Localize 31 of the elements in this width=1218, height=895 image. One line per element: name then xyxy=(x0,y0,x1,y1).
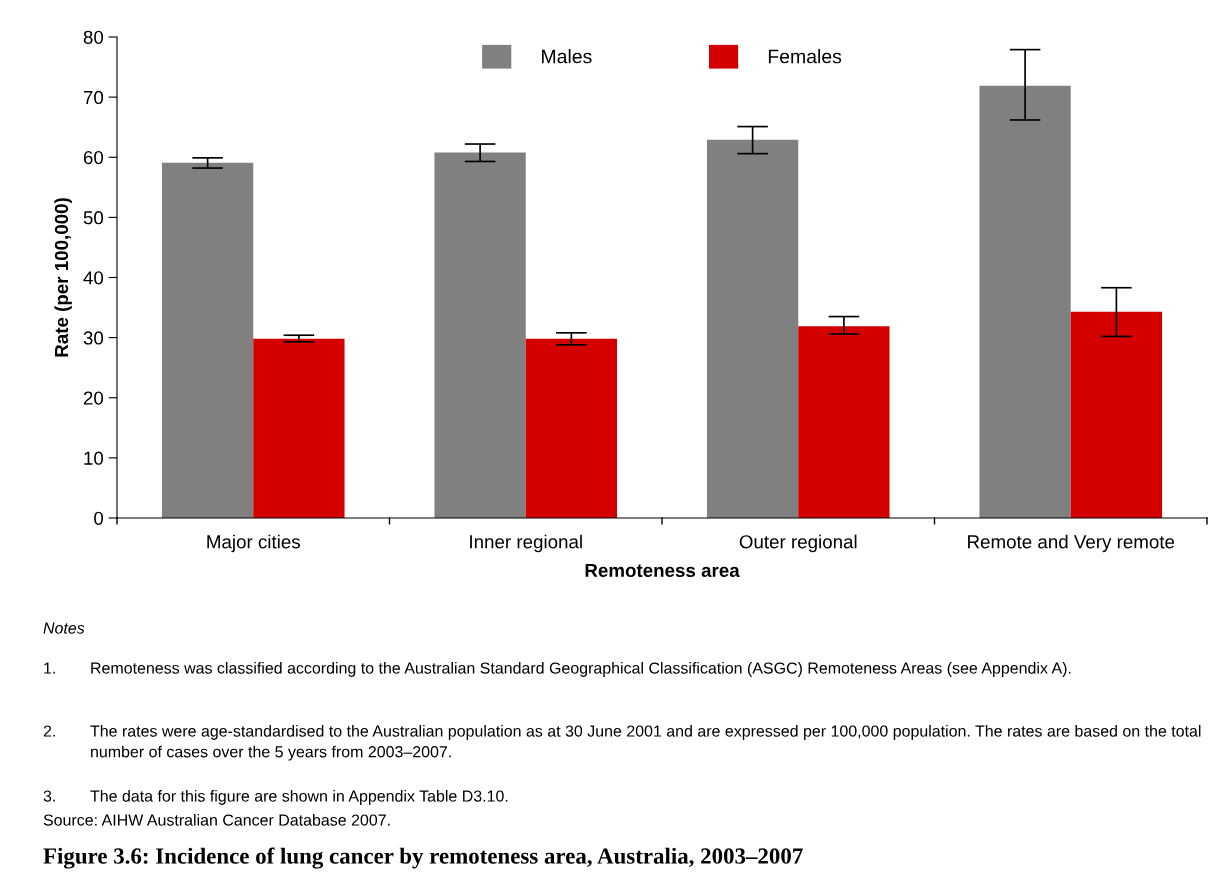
bar xyxy=(161,162,254,518)
bar xyxy=(434,152,526,518)
y-tick-label: 80 xyxy=(83,30,104,44)
x-tick-label: Inner regional xyxy=(470,534,582,553)
text: 2. The rates were age-standardised to the Australian population as at 30 June 2001 and are expressed per 100,000 population. The rates are based on the total number of cases over the 5 years from 2003–2007. xyxy=(43,725,1201,761)
x-tick-label: Remote and Very remote xyxy=(968,534,1175,553)
y-tick-label: 30 xyxy=(83,331,104,345)
y-tick-label: 70 xyxy=(83,90,104,105)
y-tick-label: 40 xyxy=(83,271,104,285)
y-tick-label: 50 xyxy=(83,211,104,225)
bar xyxy=(525,338,618,518)
text: 3. The data for this figure are shown in Appendix Table D3.10. xyxy=(43,790,508,805)
legend-label: Males xyxy=(542,49,592,64)
y-axis-title: Rate (per 100,000) xyxy=(54,198,72,357)
y-tick-label: 0 xyxy=(94,511,104,525)
bar xyxy=(979,85,1071,518)
source-note: Source: AIHW Australian Cancer Database 2007. xyxy=(43,814,390,826)
x-tick-label: Major cities xyxy=(207,534,300,553)
x-axis-title: Remoteness area xyxy=(585,563,740,578)
y-tick-label: 20 xyxy=(83,391,104,405)
y-tick-label: 10 xyxy=(84,451,104,465)
text: Notes xyxy=(43,622,85,634)
bar xyxy=(1070,311,1163,518)
text: Figure 3.6: Incidence of lung cancer by remoteness area, Australia, 2003–2007 xyxy=(43,847,803,869)
y-tick-label: 60 xyxy=(83,150,104,165)
bar xyxy=(706,139,799,518)
legend-label: Females xyxy=(768,49,842,64)
text: 1. Remoteness was classified according to the Australian Standard Geographical Classification (ASGC) Remoteness Areas (see Appendix A). xyxy=(44,662,1071,677)
bar xyxy=(798,326,890,518)
x-tick-label: Outer regional xyxy=(739,534,857,553)
bar xyxy=(253,338,345,518)
